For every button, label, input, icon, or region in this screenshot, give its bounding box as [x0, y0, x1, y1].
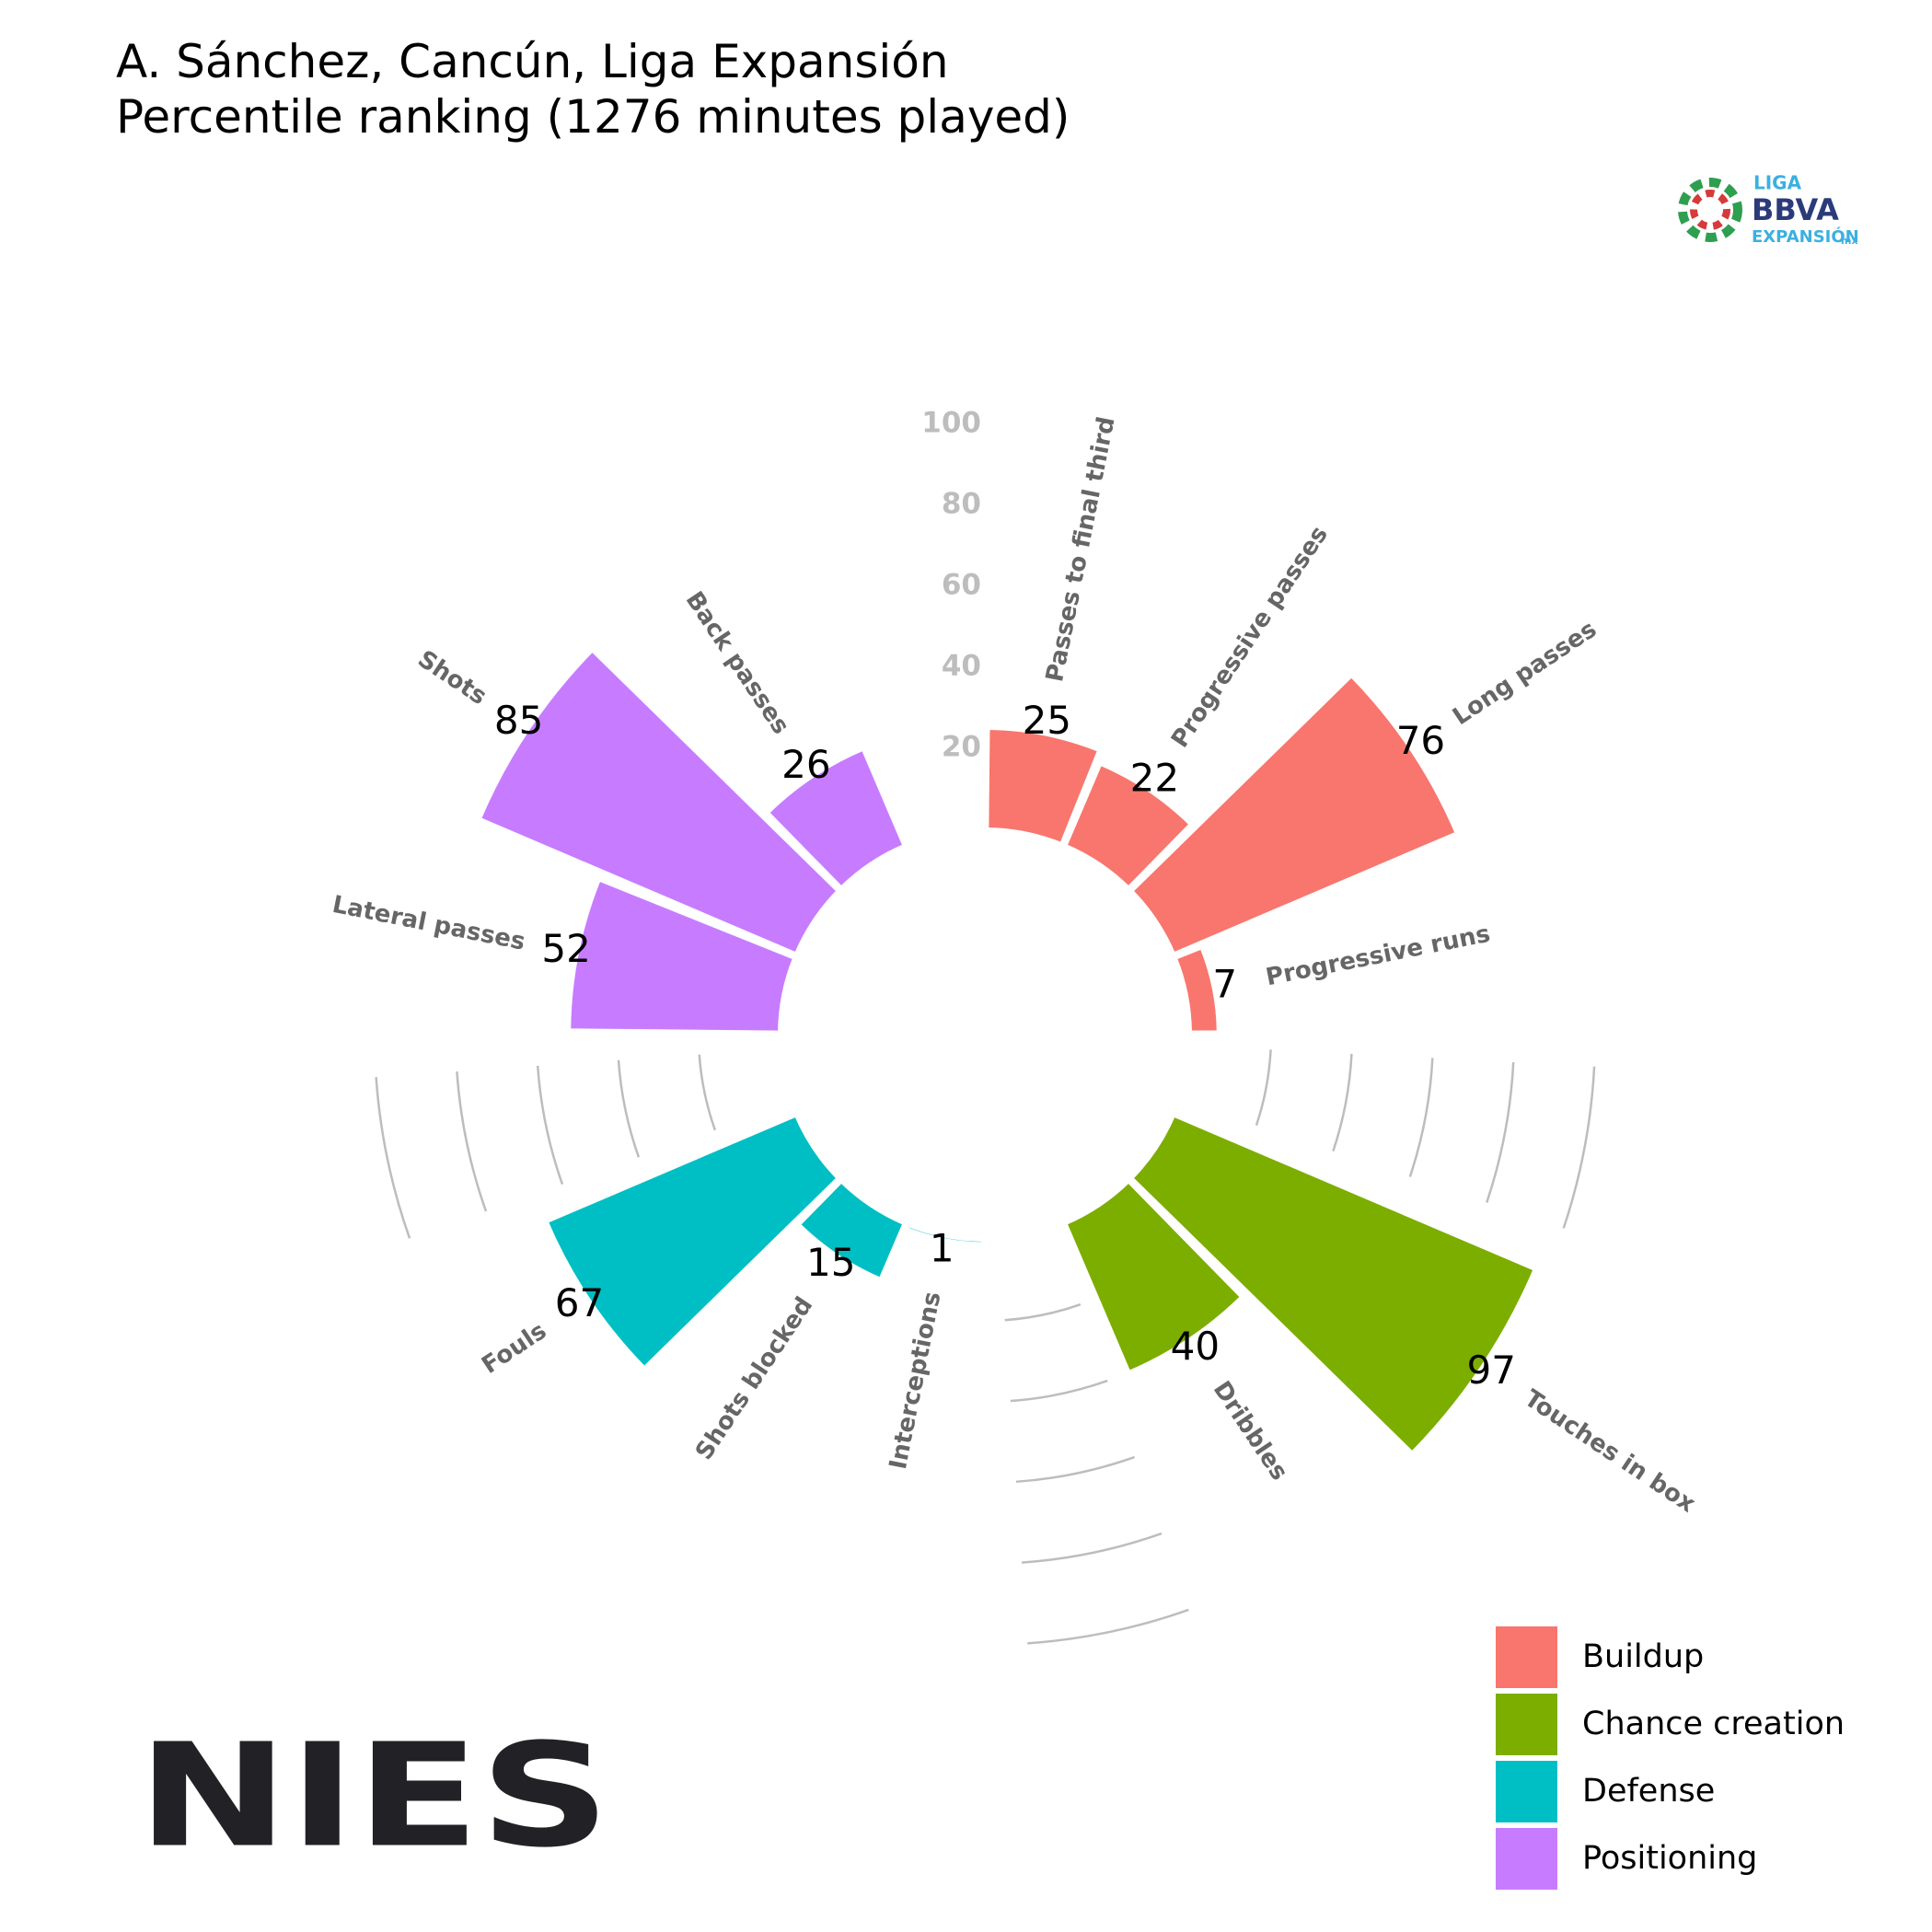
grid-arc — [1408, 1058, 1434, 1177]
bar — [1128, 673, 1460, 957]
category-label: Passes to final third — [1041, 414, 1121, 684]
value-label: 22 — [1130, 756, 1179, 801]
bar — [1173, 944, 1221, 1035]
chart-subtitle: Percentile ranking (1276 minutes played) — [116, 90, 1070, 144]
category-label: Progressive runs — [1264, 920, 1493, 992]
value-label: 26 — [781, 742, 830, 787]
category-label: Interceptions — [885, 1290, 947, 1472]
grid-arc — [1332, 1053, 1353, 1151]
value-label: 1 — [930, 1225, 954, 1270]
category-label: Long passes — [1448, 616, 1602, 731]
value-label: 67 — [555, 1280, 604, 1325]
grid-arc — [1015, 1455, 1135, 1484]
value-label: 7 — [1212, 962, 1237, 1007]
y-tick-label: 80 — [942, 488, 981, 521]
value-label: 76 — [1396, 718, 1445, 763]
value-label: 25 — [1023, 698, 1071, 743]
bar — [477, 647, 841, 957]
legend-swatch — [1496, 1694, 1557, 1755]
legend-swatch — [1496, 1761, 1557, 1822]
grid-arc — [1486, 1062, 1515, 1203]
logo-text: EXPANSIÓN — [1752, 226, 1859, 247]
grid-arc — [1022, 1532, 1163, 1564]
legend-swatch — [1496, 1626, 1557, 1688]
grid-arc — [375, 1077, 411, 1239]
bar — [1128, 1112, 1538, 1456]
grid-arc — [536, 1065, 564, 1185]
bar — [544, 1112, 841, 1371]
chart-title: A. Sánchez, Cancún, Liga Expansión — [116, 35, 949, 88]
category-label: Lateral passes — [330, 891, 527, 956]
y-tick-label: 40 — [942, 650, 981, 683]
category-label: Touches in box — [1519, 1384, 1700, 1518]
category-label: Shots blocked — [690, 1292, 818, 1465]
grid-arc — [1010, 1379, 1108, 1403]
value-label: 40 — [1171, 1324, 1220, 1369]
legend-label: Defense — [1582, 1773, 1715, 1810]
category-label: Shots — [412, 645, 492, 711]
grid-arc — [1255, 1049, 1272, 1127]
league-logo: LIGA BBVA EXPANSIÓN mx — [1678, 172, 1859, 247]
legend-label: Positioning — [1582, 1840, 1757, 1877]
y-tick-label: 60 — [942, 569, 981, 602]
logo-swirl — [1690, 190, 1730, 230]
category-label: Back passes — [680, 587, 795, 740]
bar — [795, 1178, 908, 1282]
value-label: 85 — [494, 698, 543, 743]
bar — [1062, 761, 1194, 891]
grid-arc — [1027, 1608, 1189, 1645]
logo-text: LIGA — [1753, 172, 1802, 194]
y-tick-label: 20 — [942, 731, 981, 764]
value-label: 97 — [1467, 1348, 1516, 1393]
grid-arc — [698, 1054, 717, 1131]
legend-label: Buildup — [1582, 1638, 1704, 1675]
logo-text: BBVA — [1752, 192, 1839, 227]
grid-arc — [456, 1071, 488, 1212]
bar — [765, 746, 908, 891]
grid-arc — [617, 1059, 641, 1158]
value-label: 15 — [806, 1240, 855, 1285]
bar — [567, 876, 797, 1035]
bar — [1062, 1178, 1244, 1375]
logo-swirl — [1678, 178, 1742, 242]
category-label: Fouls — [477, 1317, 551, 1380]
legend-swatch — [1496, 1828, 1557, 1890]
bar — [904, 1222, 985, 1246]
grid-arc — [1004, 1302, 1082, 1322]
category-label: Dribbles — [1208, 1376, 1293, 1486]
legend-label: Chance creation — [1582, 1706, 1845, 1742]
y-tick-label: 100 — [921, 407, 981, 440]
main-logo: NIES — [137, 1712, 610, 1879]
value-label: 52 — [541, 926, 590, 971]
bar — [985, 725, 1102, 847]
logo-text: mx — [1841, 235, 1858, 247]
grid-arc — [1562, 1066, 1596, 1229]
